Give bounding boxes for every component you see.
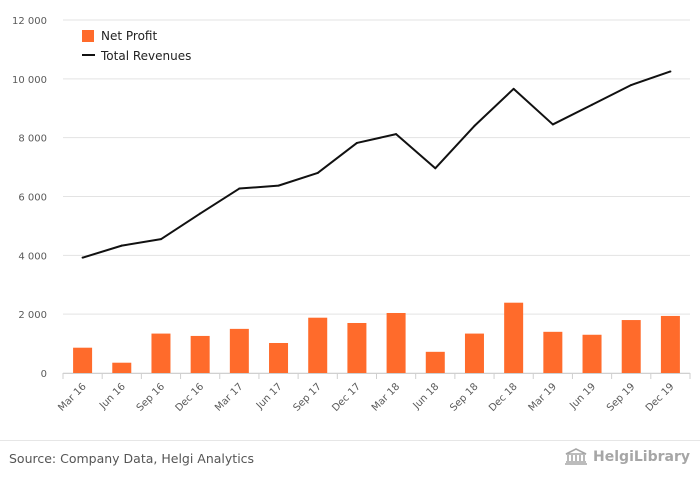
y-axis-ticks: 0 2 000 4 000 6 000 8 000 10 000 12 000: [12, 16, 47, 380]
x-tick-label: Mar 19: [527, 381, 559, 413]
net-profit-bar: [386, 312, 406, 373]
combo-chart: 0 2 000 4 000 6 000 8 000 10 000 12 000 Mar 16…: [12, 16, 691, 414]
net-profit-bar: [151, 333, 171, 373]
y-tick-label: 0: [41, 369, 47, 380]
net-profit-bars: [73, 302, 680, 373]
total-revenues-point: [355, 141, 358, 144]
total-revenues-point: [473, 124, 476, 127]
total-revenues-point: [199, 212, 202, 215]
x-axis-ticks: Mar 16 Jun 16 Sep 16 Dec 16 Mar 17 Jun 17 Sep …: [56, 373, 691, 414]
net-profit-bar: [347, 322, 367, 373]
total-revenues-point: [277, 184, 280, 187]
total-revenues-point: [238, 187, 241, 190]
x-tick-label: Jun 18: [411, 381, 442, 412]
total-revenues-point: [434, 167, 437, 170]
net-profit-bar: [269, 342, 289, 373]
total-revenues-point: [591, 103, 594, 106]
x-tick-label: Dec 18: [487, 381, 520, 414]
x-tick-label: Mar 18: [370, 381, 402, 413]
legend-net-profit-swatch: [82, 30, 94, 42]
net-profit-bar: [660, 315, 680, 373]
x-tick-label: Jun 19: [567, 381, 598, 412]
total-revenues-point: [551, 123, 554, 126]
x-tick-label: Dec 19: [644, 381, 677, 414]
net-profit-bar: [308, 317, 328, 373]
x-tick-label: Dec 16: [174, 381, 207, 414]
total-revenues-point: [159, 238, 162, 241]
legend-net-profit-label: Net Profit: [101, 29, 157, 43]
x-tick-label: Sep 18: [448, 381, 480, 413]
x-tick-label: Mar 16: [56, 381, 88, 413]
y-tick-label: 6 000: [18, 193, 47, 204]
total-revenues-point: [395, 133, 398, 136]
total-revenues-point: [669, 70, 672, 73]
net-profit-bar: [425, 351, 445, 373]
y-tick-label: 10 000: [12, 75, 47, 86]
net-profit-bar: [190, 335, 210, 373]
net-profit-bar: [621, 320, 641, 373]
gridlines: [63, 19, 690, 374]
net-profit-bar: [73, 347, 93, 373]
footer-divider: [0, 440, 700, 441]
x-tick-label: Jun 17: [254, 381, 285, 412]
x-tick-label: Mar 17: [213, 381, 245, 413]
total-revenues-point: [512, 87, 515, 90]
brand-name: HelgiLibrary: [593, 449, 690, 465]
total-revenues-point: [316, 171, 319, 174]
total-revenues-line-group: [81, 70, 672, 259]
net-profit-bar: [582, 334, 602, 373]
total-revenues-point: [120, 244, 123, 247]
legend-total-revenues-label: Total Revenues: [100, 49, 191, 63]
total-revenues-point: [630, 84, 633, 87]
total-revenues-point: [81, 256, 84, 259]
x-tick-label: Sep 19: [605, 381, 637, 413]
y-tick-label: 8 000: [18, 134, 47, 145]
net-profit-bar: [543, 331, 563, 373]
source-note: Source: Company Data, Helgi Analytics: [9, 451, 255, 466]
x-tick-label: Dec 17: [330, 381, 363, 414]
y-tick-label: 2 000: [18, 310, 47, 321]
legend: Net Profit Total Revenues: [82, 29, 191, 63]
net-profit-bar: [464, 333, 484, 373]
total-revenues-line: [82, 70, 671, 259]
library-building-icon: [565, 448, 588, 465]
x-tick-label: Sep 16: [135, 381, 167, 413]
net-profit-bar: [504, 302, 524, 373]
x-tick-label: Jun 16: [97, 381, 128, 412]
brand-logo[interactable]: HelgiLibrary: [563, 448, 690, 466]
y-tick-label: 4 000: [18, 251, 47, 262]
net-profit-bar: [112, 362, 132, 373]
y-tick-label: 12 000: [12, 16, 47, 27]
x-tick-label: Sep 17: [291, 381, 323, 413]
net-profit-bar: [229, 328, 249, 373]
